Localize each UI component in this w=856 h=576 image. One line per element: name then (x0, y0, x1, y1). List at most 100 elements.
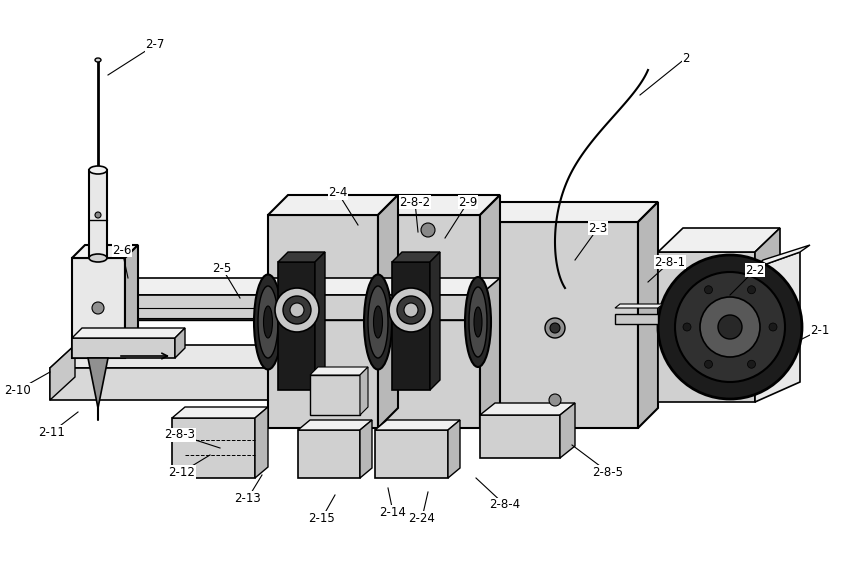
Circle shape (404, 303, 418, 317)
Text: 2-8-4: 2-8-4 (490, 498, 520, 511)
Polygon shape (72, 338, 175, 358)
Polygon shape (378, 195, 398, 428)
Polygon shape (375, 420, 460, 430)
Text: 2-15: 2-15 (309, 511, 336, 525)
Polygon shape (560, 403, 575, 458)
Circle shape (683, 323, 691, 331)
Polygon shape (278, 252, 325, 262)
Text: 2-8-3: 2-8-3 (164, 429, 195, 441)
Circle shape (704, 286, 712, 294)
Text: 2-8-5: 2-8-5 (592, 465, 623, 479)
Ellipse shape (469, 287, 487, 357)
Circle shape (92, 302, 104, 314)
Polygon shape (172, 418, 255, 478)
Text: 2-7: 2-7 (146, 39, 164, 51)
Circle shape (283, 296, 311, 324)
Polygon shape (480, 403, 575, 415)
Circle shape (550, 323, 560, 333)
Polygon shape (378, 195, 500, 215)
Polygon shape (298, 420, 372, 430)
Circle shape (389, 288, 433, 332)
Circle shape (718, 315, 742, 339)
Polygon shape (92, 308, 268, 318)
Ellipse shape (474, 307, 482, 337)
Polygon shape (172, 407, 268, 418)
Circle shape (275, 288, 319, 332)
Circle shape (704, 360, 712, 368)
Circle shape (675, 272, 785, 382)
Text: 2-9: 2-9 (458, 195, 478, 209)
Text: 2: 2 (682, 51, 690, 65)
Ellipse shape (95, 58, 101, 62)
Polygon shape (255, 407, 268, 478)
Polygon shape (360, 367, 368, 415)
Circle shape (658, 255, 802, 399)
Polygon shape (175, 328, 185, 358)
Polygon shape (615, 314, 658, 324)
Ellipse shape (264, 306, 272, 338)
Polygon shape (638, 202, 658, 428)
Polygon shape (448, 420, 460, 478)
Polygon shape (615, 304, 663, 308)
Polygon shape (658, 228, 780, 252)
Polygon shape (430, 252, 440, 390)
Polygon shape (298, 430, 360, 478)
Polygon shape (375, 430, 448, 478)
Circle shape (747, 286, 756, 294)
Polygon shape (480, 202, 658, 222)
Polygon shape (480, 222, 638, 428)
Polygon shape (378, 215, 480, 428)
Ellipse shape (254, 275, 282, 369)
Text: 2-12: 2-12 (169, 465, 195, 479)
Polygon shape (268, 215, 378, 428)
Text: 2-8-2: 2-8-2 (400, 195, 431, 209)
Circle shape (545, 318, 565, 338)
Ellipse shape (364, 275, 392, 369)
Polygon shape (72, 258, 125, 358)
Polygon shape (278, 262, 315, 390)
Ellipse shape (373, 306, 383, 338)
Polygon shape (480, 415, 560, 458)
Text: 2-8-1: 2-8-1 (655, 256, 686, 268)
Circle shape (421, 223, 435, 237)
Polygon shape (50, 345, 75, 400)
Text: 2-3: 2-3 (588, 222, 608, 234)
Polygon shape (310, 367, 368, 375)
Ellipse shape (89, 254, 107, 262)
Circle shape (397, 296, 425, 324)
Circle shape (700, 297, 760, 357)
Polygon shape (50, 345, 665, 368)
Circle shape (747, 360, 756, 368)
Polygon shape (72, 328, 185, 338)
Polygon shape (92, 295, 480, 320)
Polygon shape (480, 195, 500, 428)
Polygon shape (89, 170, 107, 258)
Ellipse shape (258, 286, 278, 358)
Polygon shape (315, 252, 325, 390)
Text: 2-13: 2-13 (235, 491, 261, 505)
Text: 2-4: 2-4 (329, 187, 348, 199)
Text: 2-11: 2-11 (39, 426, 65, 438)
Text: 2-24: 2-24 (408, 511, 436, 525)
Polygon shape (755, 252, 800, 402)
Polygon shape (755, 228, 780, 402)
Polygon shape (88, 358, 108, 408)
Polygon shape (125, 245, 138, 358)
Polygon shape (92, 278, 500, 295)
Circle shape (95, 212, 101, 218)
Circle shape (549, 394, 561, 406)
Polygon shape (658, 252, 755, 402)
Polygon shape (360, 420, 372, 478)
Circle shape (769, 323, 777, 331)
Text: 2-1: 2-1 (811, 324, 829, 336)
Polygon shape (268, 195, 398, 215)
Ellipse shape (89, 166, 107, 174)
Polygon shape (392, 262, 430, 390)
Polygon shape (392, 252, 440, 262)
Polygon shape (72, 245, 138, 258)
Ellipse shape (368, 286, 388, 358)
Polygon shape (310, 375, 360, 415)
Text: 2-14: 2-14 (379, 506, 407, 518)
Circle shape (290, 303, 304, 317)
Polygon shape (755, 245, 810, 268)
